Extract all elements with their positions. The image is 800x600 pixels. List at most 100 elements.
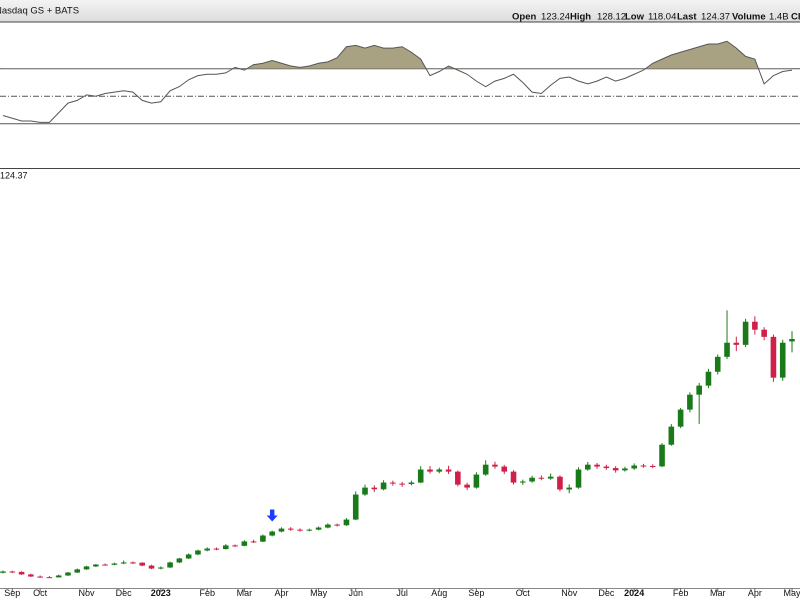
candle-body	[176, 558, 183, 563]
x-tick-label: 2023	[151, 588, 171, 598]
header-field-label: Last	[677, 12, 697, 23]
candle-body	[482, 464, 489, 475]
candle-body	[714, 356, 721, 372]
candle-body	[315, 527, 322, 530]
x-tick-label: Mar	[710, 588, 726, 598]
candle-body	[417, 469, 424, 483]
header-field-value: 128.12	[597, 12, 626, 23]
candle-body	[213, 548, 220, 550]
candle-body	[752, 321, 758, 330]
candle-body	[742, 321, 749, 345]
candle-body	[306, 529, 313, 531]
candle-body	[603, 466, 610, 469]
candle-body	[789, 339, 795, 342]
x-tick-label: Sep	[4, 588, 20, 598]
signal-arrow	[266, 509, 278, 522]
candle-body	[520, 481, 526, 483]
candle-body	[622, 468, 628, 471]
candle-body	[362, 487, 368, 495]
candle-body	[102, 564, 108, 566]
candle-body	[83, 566, 90, 570]
x-tick-label: Dec	[116, 588, 133, 598]
candle-body	[195, 550, 201, 555]
candle-body	[640, 465, 647, 467]
candle-body	[380, 482, 387, 490]
candle-body	[148, 565, 155, 569]
exchange-label: Nasdaq GS + BATS	[0, 6, 79, 17]
candle-body	[733, 342, 740, 345]
x-tick-label: Jul	[396, 588, 408, 598]
candle-body	[139, 562, 146, 566]
candle-body	[18, 571, 25, 575]
indicator-line	[2, 40, 793, 123]
candle-body	[55, 575, 62, 578]
candle-body	[492, 464, 498, 467]
x-tick-label: Sep	[468, 588, 484, 598]
candle-body	[46, 577, 53, 579]
candle-body	[687, 394, 693, 410]
last-price-label: 124.37	[0, 170, 28, 180]
candle-body	[584, 464, 591, 470]
candle-body	[37, 576, 43, 578]
candle-body	[334, 524, 340, 526]
candle-body	[501, 466, 508, 472]
candle-body	[111, 563, 118, 565]
candle-body	[473, 474, 480, 488]
candle-body	[427, 469, 433, 472]
candle-body	[287, 528, 294, 530]
header-field-value: 123.24	[541, 12, 570, 23]
candle-body	[241, 541, 248, 546]
overbought-fill	[3, 41, 792, 69]
x-tick-label: 2024	[624, 588, 644, 598]
candle-body	[436, 469, 443, 472]
candle-body	[260, 535, 266, 542]
candle-body	[445, 469, 452, 472]
candle-body	[120, 562, 127, 564]
candle-body	[594, 464, 600, 467]
header-field-value: 118.04	[648, 12, 676, 23]
x-tick-label: Feb	[673, 588, 689, 598]
candle-body	[724, 342, 730, 357]
candle-body	[65, 572, 71, 576]
x-tick-label: Aug	[431, 588, 447, 598]
candle-body	[612, 468, 619, 471]
x-tick-label: May	[783, 588, 800, 598]
candle-body	[325, 524, 331, 528]
header-field-value: 124.37	[701, 12, 730, 23]
candle-body	[529, 477, 535, 482]
candle-body	[158, 567, 164, 569]
candle-body	[93, 564, 99, 567]
candle-body	[464, 484, 470, 488]
x-tick-label: Oct	[33, 588, 48, 598]
header-field-label: Volume	[732, 12, 766, 23]
header-field-value: 1.4B	[769, 12, 789, 23]
x-tick-label: Dec	[598, 588, 615, 598]
x-tick-label: Apr	[274, 588, 288, 598]
x-tick-label: Oct	[516, 588, 531, 598]
x-tick-label: Apr	[748, 588, 762, 598]
x-tick-label: Jun	[348, 588, 363, 598]
candle-body	[232, 545, 238, 547]
candle-body	[222, 545, 229, 549]
candle-body	[278, 528, 285, 532]
candle-body	[130, 562, 136, 564]
candle-body	[770, 336, 777, 378]
candle-body	[343, 519, 350, 526]
candle-body	[510, 471, 517, 483]
candle-body	[696, 385, 702, 395]
candle-body	[399, 483, 405, 485]
header-field-label: Open	[512, 12, 536, 23]
candle-body	[0, 571, 6, 573]
x-tick-label: May	[310, 588, 328, 598]
candle-body	[28, 574, 34, 577]
candle-body	[74, 569, 81, 573]
candle-body	[566, 487, 573, 490]
candle-body	[204, 548, 211, 551]
candle-body	[250, 541, 257, 543]
candle-body	[677, 409, 684, 427]
x-tick-label: Nov	[79, 588, 96, 598]
x-tick-label: Feb	[199, 588, 215, 598]
candle-body	[455, 471, 461, 485]
